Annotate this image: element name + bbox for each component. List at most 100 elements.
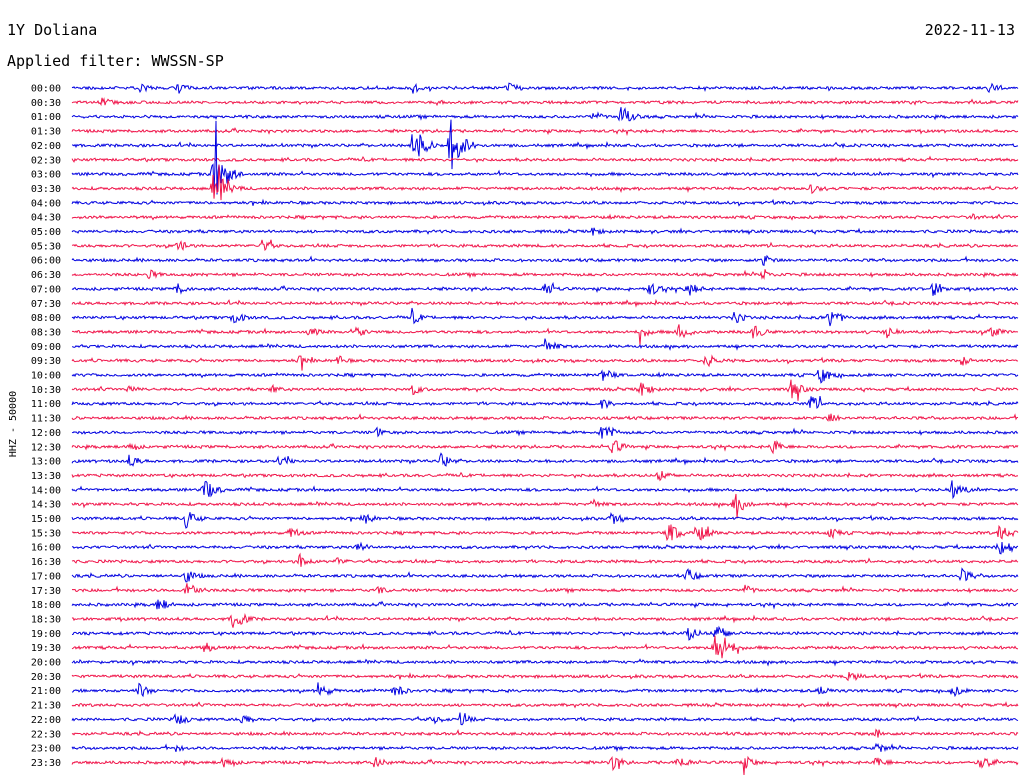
row-tick-label: 09:00 [31, 342, 61, 353]
row-tick-label: 01:00 [31, 112, 61, 123]
trace-line-0030 [71, 97, 1019, 107]
trace-line-1700 [71, 567, 1019, 583]
trace-line-1800 [71, 599, 1019, 610]
trace-line-0800 [71, 307, 1019, 327]
trace-line-1630 [71, 552, 1019, 567]
row-tick-label: 01:30 [31, 127, 61, 138]
row-tick-label: 11:00 [31, 399, 61, 410]
row-tick-label: 15:00 [31, 514, 61, 525]
trace-line-0700 [71, 281, 1019, 296]
row-tick-label: 20:00 [31, 658, 61, 669]
trace-line-0630 [71, 269, 1019, 280]
trace-line-0000 [71, 82, 1019, 94]
row-tick-label: 00:30 [31, 98, 61, 109]
tick-label-group: 00:00 00:30 01:00 01:30 02:00 02:30 03:00 03:30… [31, 84, 61, 769]
row-tick-label: 17:00 [31, 571, 61, 582]
trace-line-1500 [71, 511, 1019, 529]
trace-line-1330 [71, 470, 1019, 482]
trace-line-1300 [71, 452, 1019, 467]
row-tick-label: 00:00 [31, 84, 61, 95]
row-tick-label: 06:30 [31, 270, 61, 281]
row-tick-label: 22:30 [31, 729, 61, 740]
row-tick-label: 13:30 [31, 471, 61, 482]
row-tick-label: 07:00 [31, 284, 61, 295]
row-tick-label: 14:30 [31, 500, 61, 511]
row-tick-label: 18:00 [31, 600, 61, 611]
trace-line-1000 [71, 369, 1019, 384]
trace-line-1830 [71, 613, 1019, 628]
y-axis-label: HHZ - 50000 [8, 391, 19, 457]
trace-line-0830 [71, 324, 1019, 345]
row-tick-label: 05:00 [31, 227, 61, 238]
row-tick-label: 08:00 [31, 313, 61, 324]
row-tick-label: 07:30 [31, 299, 61, 310]
row-tick-label: 19:00 [31, 629, 61, 640]
row-tick-label: 23:30 [31, 758, 61, 769]
trace-line-2200 [71, 712, 1019, 726]
trace-line-0930 [71, 354, 1019, 371]
row-tick-label: 18:30 [31, 614, 61, 625]
trace-line-0100 [71, 107, 1019, 122]
trace-line-0200 [71, 119, 1019, 170]
row-tick-label: 13:00 [31, 457, 61, 468]
row-tick-label: 02:00 [31, 141, 61, 152]
trace-line-2130 [71, 700, 1019, 709]
row-tick-label: 14:00 [31, 485, 61, 496]
row-tick-label: 15:30 [31, 528, 61, 539]
trace-line-2030 [71, 672, 1019, 682]
filter-label: Applied filter: WWSSN-SP [7, 52, 224, 70]
trace-line-0130 [71, 127, 1019, 137]
trace-line-2300 [71, 742, 1019, 753]
trace-line-1430 [71, 493, 1019, 518]
trace-line-0500 [71, 227, 1019, 236]
trace-line-1100 [71, 395, 1019, 410]
row-tick-label: 09:30 [31, 356, 61, 367]
row-tick-label: 19:30 [31, 643, 61, 654]
trace-group [71, 82, 1019, 776]
row-tick-label: 10:30 [31, 385, 61, 396]
row-tick-label: 16:30 [31, 557, 61, 568]
y-axis-label-group: HHZ - 50000 [8, 391, 19, 457]
row-tick-label: 06:00 [31, 256, 61, 267]
trace-line-2230 [71, 728, 1019, 738]
trace-line-1200 [71, 426, 1019, 439]
station-title: 1Y Doliana [7, 21, 98, 39]
row-tick-label: 03:00 [31, 170, 61, 181]
trace-line-1130 [71, 413, 1019, 422]
row-tick-label: 17:30 [31, 586, 61, 597]
trace-line-2000 [71, 658, 1019, 667]
trace-line-1730 [71, 583, 1019, 595]
trace-line-1400 [71, 480, 1019, 500]
trace-line-1900 [71, 625, 1019, 641]
row-tick-label: 12:00 [31, 428, 61, 439]
trace-line-0730 [71, 298, 1019, 308]
row-tick-label: 16:00 [31, 543, 61, 554]
row-tick-label: 20:30 [31, 672, 61, 683]
trace-line-0230 [71, 155, 1019, 164]
trace-line-1030 [71, 379, 1019, 401]
trace-line-2100 [71, 682, 1019, 698]
trace-line-1230 [71, 440, 1019, 455]
row-tick-label: 21:00 [31, 686, 61, 697]
row-tick-label: 03:30 [31, 184, 61, 195]
date-label: 2022-11-13 [924, 21, 1015, 39]
trace-line-0300 [71, 120, 1019, 195]
row-tick-label: 02:30 [31, 155, 61, 166]
row-tick-label: 08:30 [31, 327, 61, 338]
trace-line-2330 [71, 755, 1019, 776]
row-tick-label: 23:00 [31, 744, 61, 755]
trace-line-0330 [71, 164, 1019, 201]
row-tick-label: 21:30 [31, 701, 61, 712]
trace-line-0430 [71, 213, 1019, 221]
trace-line-1530 [71, 524, 1019, 542]
trace-line-0530 [71, 239, 1019, 252]
trace-line-1600 [71, 541, 1019, 555]
row-tick-label: 22:00 [31, 715, 61, 726]
row-tick-label: 12:30 [31, 442, 61, 453]
row-tick-label: 04:30 [31, 213, 61, 224]
trace-line-0400 [71, 198, 1019, 207]
row-tick-label: 10:00 [31, 371, 61, 382]
trace-line-0600 [71, 254, 1019, 267]
row-tick-label: 04:00 [31, 198, 61, 209]
